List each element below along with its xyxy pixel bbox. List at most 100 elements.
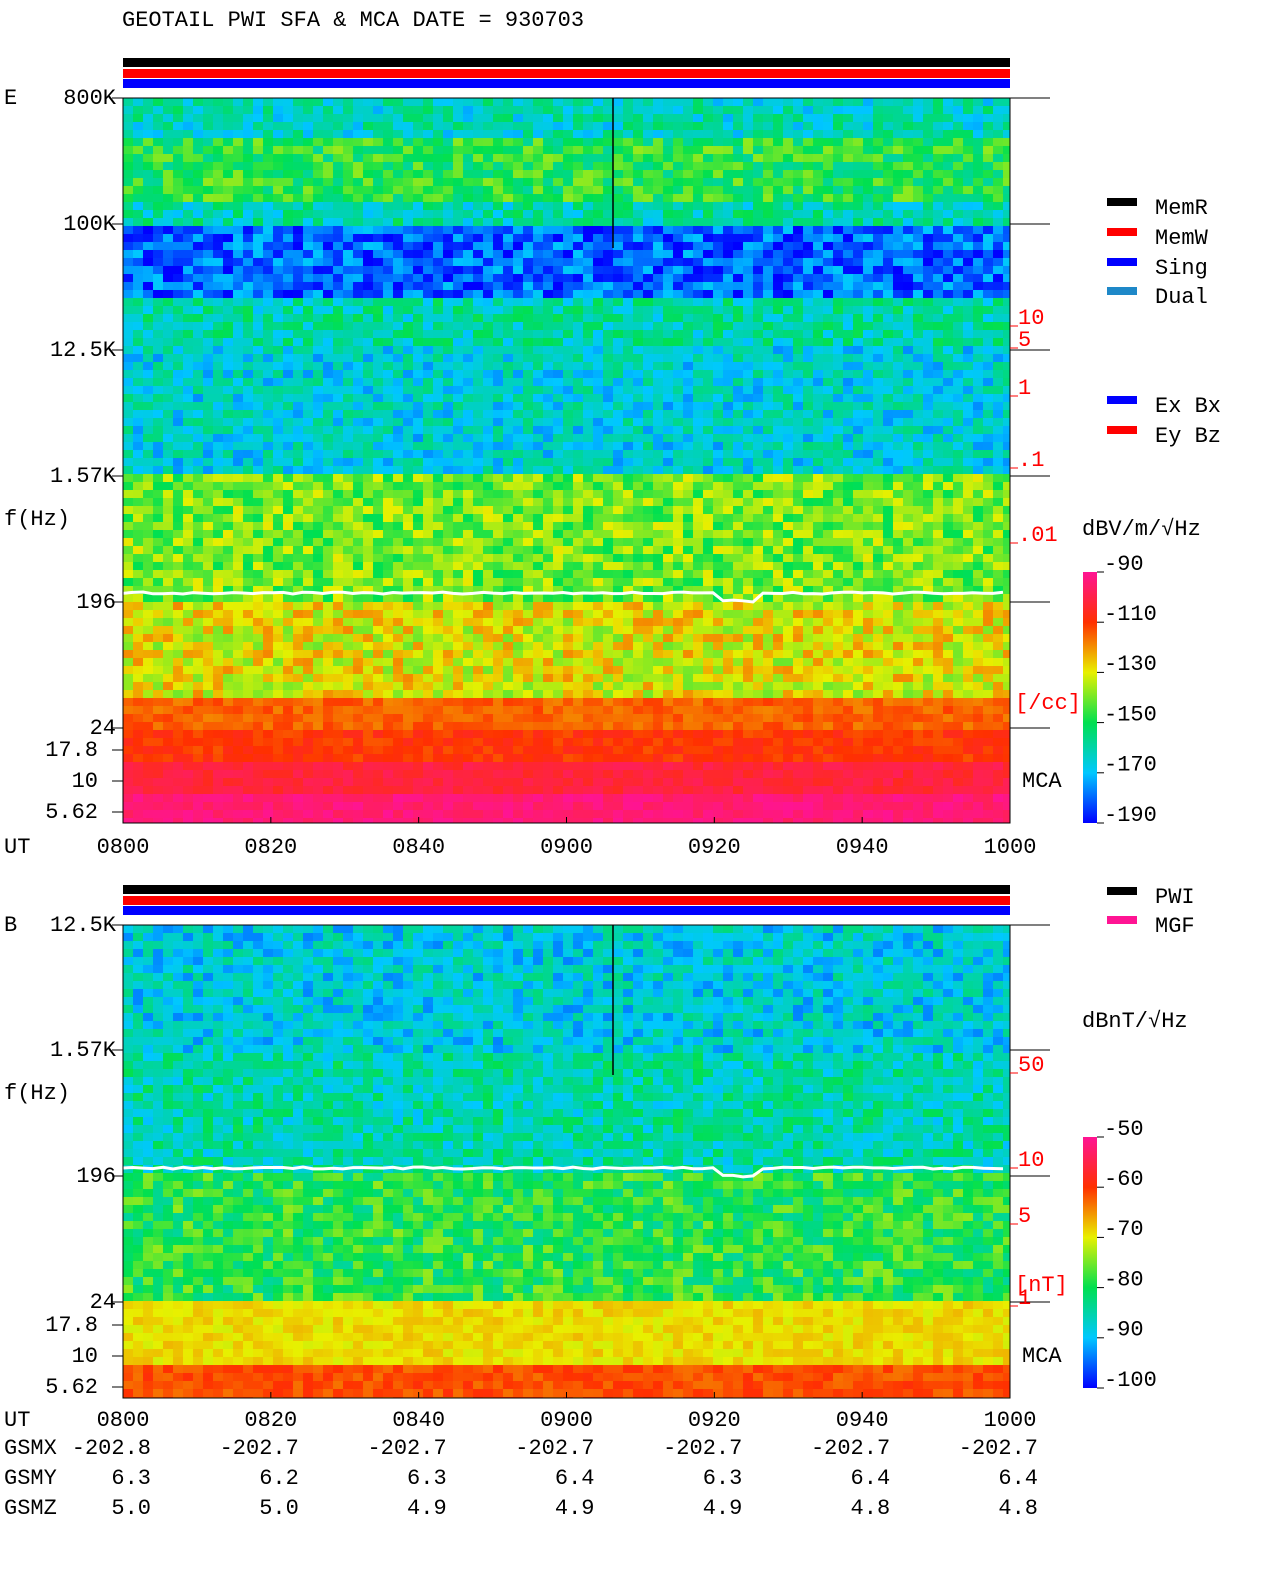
- spectrogram-cell: [433, 170, 444, 179]
- spectrogram-cell: [683, 258, 694, 267]
- spectrogram-cell: [223, 498, 234, 507]
- spectrogram-cell: [283, 202, 294, 211]
- spectrogram-cell: [143, 346, 154, 355]
- spectrogram-cell: [983, 354, 994, 363]
- spectrogram-cell: [643, 138, 654, 147]
- spectrogram-cell: [363, 282, 374, 291]
- spectrogram-cell: [543, 426, 554, 435]
- spectrogram-cell: [463, 418, 474, 427]
- spectrogram-cell: [453, 362, 464, 371]
- spectrogram-cell: [743, 194, 754, 203]
- spectrogram-cell: [763, 482, 774, 491]
- spectrogram-cell: [313, 314, 324, 323]
- spectrogram-cell: [993, 146, 1004, 155]
- spectrogram-cell: [773, 434, 784, 443]
- spectrogram-cell: [363, 466, 374, 475]
- spectrogram-cell: [943, 162, 954, 171]
- spectrogram-cell: [853, 290, 864, 299]
- spectrogram-cell: [933, 130, 944, 139]
- spectrogram-cell: [703, 242, 714, 251]
- spectrogram-cell: [973, 338, 984, 347]
- spectrogram-cell: [313, 522, 324, 531]
- spectrogram-cell: [323, 322, 334, 331]
- spectrogram-cell: [753, 370, 764, 379]
- spectrogram-cell: [443, 298, 454, 307]
- spectrogram-cell: [743, 250, 754, 259]
- spectrogram-cell: [473, 290, 484, 299]
- spectrogram-cell: [353, 466, 364, 475]
- spectrogram-cell: [653, 306, 664, 315]
- spectrogram-cell: [683, 210, 694, 219]
- spectrogram-cell: [903, 458, 914, 467]
- spectrogram-cell: [563, 346, 574, 355]
- spectrogram-cell: [173, 154, 184, 163]
- spectrogram-cell: [923, 130, 934, 139]
- spectrogram-cell: [583, 458, 594, 467]
- spectrogram-cell: [763, 434, 774, 443]
- spectrogram-cell: [463, 282, 474, 291]
- spectrogram-cell: [733, 442, 744, 451]
- spectrogram-cell: [953, 498, 964, 507]
- spectrogram-cell: [213, 370, 224, 379]
- spectrogram-cell: [413, 338, 424, 347]
- spectrogram-cell: [613, 386, 624, 395]
- spectrogram-cell: [913, 138, 924, 147]
- spectrogram-cell: [713, 434, 724, 443]
- spectrogram-cell: [603, 122, 614, 131]
- spectrogram-cell: [453, 330, 464, 339]
- spectrogram-cell: [923, 418, 934, 427]
- spectrogram-cell: [483, 490, 494, 499]
- spectrogram-cell: [893, 514, 904, 523]
- spectrogram-cell: [283, 330, 294, 339]
- spectrogram-cell: [493, 538, 504, 547]
- spectrogram-cell: [833, 386, 844, 395]
- spectrogram-cell: [413, 418, 424, 427]
- spectrogram-cell: [573, 306, 584, 315]
- spectrogram-cell: [683, 418, 694, 427]
- spectrogram-cell: [263, 378, 274, 387]
- spectrogram-cell: [213, 138, 224, 147]
- spectrogram-cell: [663, 274, 674, 283]
- spectrogram-cell: [233, 402, 244, 411]
- spectrogram-cell: [133, 330, 144, 339]
- spectrogram-cell: [483, 346, 494, 355]
- spectrogram-cell: [473, 138, 484, 147]
- spectrogram-cell: [623, 234, 634, 243]
- spectrogram-cell: [533, 354, 544, 363]
- spectrogram-cell: [583, 178, 594, 187]
- spectrogram-cell: [283, 98, 294, 107]
- spectrogram-cell: [193, 170, 204, 179]
- spectrogram-cell: [223, 290, 234, 299]
- spectrogram-cell: [693, 410, 704, 419]
- spectrogram-cell: [613, 130, 624, 139]
- spectrogram-cell: [723, 226, 734, 235]
- spectrogram-cell: [463, 506, 474, 515]
- spectrogram-cell: [353, 170, 364, 179]
- spectrogram-cell: [453, 234, 464, 243]
- spectrogram-cell: [343, 258, 354, 267]
- spectrogram-cell: [563, 458, 574, 467]
- spectrogram-cell: [673, 210, 684, 219]
- spectrogram-cell: [713, 210, 724, 219]
- spectrogram-cell: [873, 122, 884, 131]
- spectrogram-cell: [773, 514, 784, 523]
- spectrogram-cell: [793, 482, 804, 491]
- spectrogram-cell: [673, 218, 684, 227]
- spectrogram-cell: [253, 258, 264, 267]
- spectrogram-cell: [763, 138, 774, 147]
- spectrogram-cell: [143, 194, 154, 203]
- spectrogram-cell: [773, 298, 784, 307]
- spectrogram-cell: [443, 458, 454, 467]
- spectrogram-cell: [463, 410, 474, 419]
- spectrogram-cell: [203, 98, 214, 107]
- spectrogram-cell: [153, 314, 164, 323]
- spectrogram-cell: [913, 186, 924, 195]
- spectrogram-cell: [263, 186, 274, 195]
- spectrogram-cell: [263, 194, 274, 203]
- spectrogram-cell: [173, 274, 184, 283]
- spectrogram-cell: [683, 426, 694, 435]
- spectrogram-cell: [323, 314, 334, 323]
- spectrogram-cell: [583, 242, 594, 251]
- spectrogram-cell: [353, 194, 364, 203]
- spectrogram-cell: [783, 194, 794, 203]
